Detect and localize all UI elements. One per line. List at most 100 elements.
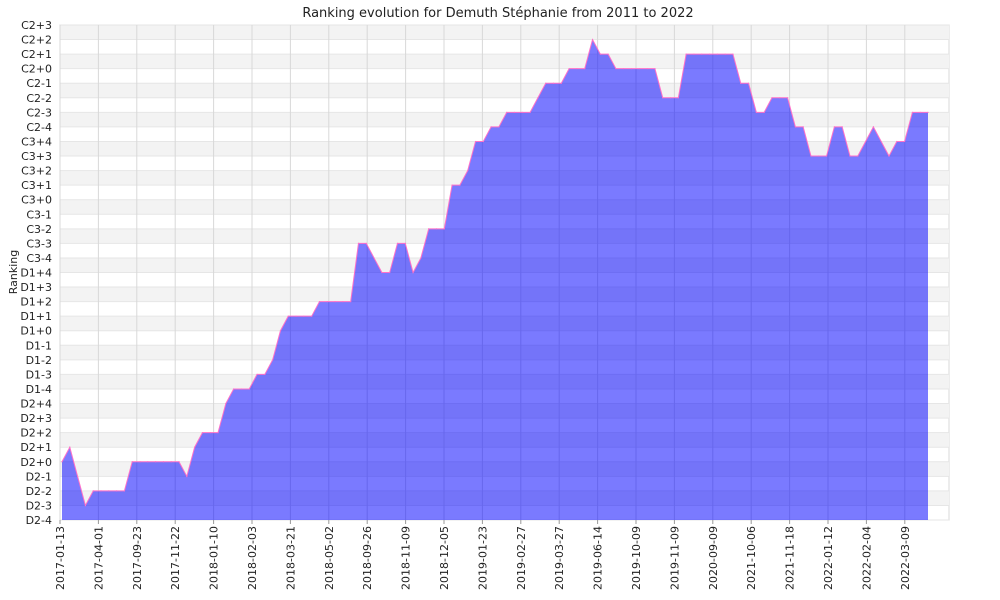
y-tick-label: C3-1	[26, 208, 52, 221]
ranking-point	[552, 82, 555, 84]
ranking-point	[568, 68, 570, 70]
ranking-point	[334, 301, 336, 303]
y-tick-label: C2-3	[26, 106, 52, 119]
x-tick-label: 2018-09-26	[361, 526, 374, 590]
ranking-point	[256, 373, 258, 376]
x-tick-label: 2021-10-06	[745, 526, 758, 590]
ranking-point	[740, 82, 742, 84]
x-tick-labels: 2017-01-13 2017-04-01 2017-09-23 2017-11-22…	[54, 520, 912, 590]
ranking-point	[131, 461, 133, 463]
ranking-point	[311, 315, 313, 317]
y-tick-label: C2+2	[21, 34, 52, 47]
ranking-point	[194, 446, 196, 448]
ranking-point	[919, 111, 921, 113]
ranking-point	[818, 155, 820, 157]
x-tick-label: 2017-04-01	[92, 526, 105, 590]
y-tick-label: D1+2	[20, 296, 52, 309]
ranking-point	[147, 461, 149, 463]
ranking-point	[779, 97, 781, 99]
ranking-point	[373, 257, 375, 259]
ranking-point	[537, 97, 539, 99]
ranking-point	[240, 388, 243, 390]
y-tick-label: D1-2	[26, 354, 52, 367]
ranking-point	[662, 97, 664, 99]
y-axis-label: Ranking	[7, 250, 20, 295]
y-tick-label: C2+3	[21, 19, 52, 32]
ranking-point	[396, 242, 399, 244]
ranking-point	[412, 271, 414, 274]
ranking-point	[201, 432, 204, 434]
ranking-point	[880, 140, 882, 143]
x-tick-label: 2021-11-18	[784, 526, 797, 590]
y-tick-label: D2-3	[26, 499, 52, 512]
ranking-point	[747, 82, 750, 84]
ranking-point	[100, 490, 102, 492]
ranking-point	[849, 155, 851, 157]
ranking-point	[677, 97, 679, 99]
x-tick-label: 2017-11-22	[169, 526, 182, 590]
ranking-point	[303, 315, 305, 317]
ranking-point	[420, 257, 422, 259]
ranking-point	[326, 301, 328, 303]
x-tick-label: 2022-03-09	[899, 526, 912, 590]
ranking-point	[404, 242, 406, 244]
ranking-point	[584, 68, 586, 70]
ranking-point	[279, 330, 282, 332]
ranking-point	[708, 53, 711, 55]
y-tick-label: D2+3	[20, 412, 52, 425]
ranking-point	[77, 475, 79, 477]
ranking-point	[217, 432, 219, 434]
ranking-point	[170, 461, 172, 463]
ranking-point	[654, 68, 656, 70]
ranking-point	[607, 53, 609, 55]
ranking-point	[451, 184, 453, 186]
ranking-point	[233, 388, 235, 390]
x-tick-label: 2018-01-10	[208, 526, 221, 590]
y-tick-label: D2+0	[20, 456, 52, 469]
y-tick-label: D1+3	[20, 281, 52, 294]
ranking-point	[443, 228, 445, 230]
ranking-point	[162, 461, 165, 463]
ranking-point	[521, 111, 523, 113]
ranking-point	[755, 111, 757, 113]
ranking-point	[61, 461, 63, 463]
x-tick-label: 2017-09-23	[131, 526, 144, 590]
ranking-point	[498, 126, 500, 128]
ranking-point	[825, 155, 828, 157]
y-tick-label: C2-1	[26, 77, 52, 90]
ranking-point	[669, 97, 672, 99]
ranking-area	[62, 39, 928, 520]
ranking-point	[116, 490, 118, 492]
ranking-point	[911, 111, 913, 113]
ranking-point	[123, 490, 126, 492]
area-layer	[61, 38, 929, 520]
y-tick-labels: D2-4 D2-3D2-2 D2-1D2+0 D2+1D2+2 D2+3D2+4 D1-4…	[20, 19, 52, 527]
ranking-point	[342, 301, 344, 303]
ranking-point	[724, 53, 726, 55]
ranking-point	[365, 242, 367, 244]
y-tick-label: D2+4	[20, 398, 52, 411]
ranking-point	[599, 53, 601, 55]
ranking-point	[545, 82, 547, 84]
x-tick-label: 2018-02-03	[246, 526, 259, 590]
ranking-point	[389, 271, 391, 274]
x-tick-label: 2018-11-09	[400, 526, 413, 590]
ranking-point	[693, 53, 695, 55]
y-tick-label: C3-2	[26, 223, 52, 236]
ranking-point	[474, 140, 477, 143]
ranking-point	[287, 315, 289, 317]
y-tick-label: D1+4	[20, 267, 52, 280]
chart-title: Ranking evolution for Demuth Stéphanie f…	[302, 6, 693, 21]
x-tick-label: 2020-09-09	[707, 526, 720, 590]
ranking-point	[732, 53, 734, 55]
ranking-point	[638, 68, 640, 70]
ranking-point	[927, 111, 929, 113]
ranking-point	[357, 242, 360, 244]
y-tick-label: C2-2	[26, 92, 52, 105]
x-tick-label: 2018-03-21	[284, 526, 297, 590]
ranking-point	[896, 140, 898, 143]
ranking-point	[264, 373, 266, 376]
x-tick-label: 2019-03-27	[553, 526, 566, 590]
ranking-point	[903, 140, 906, 143]
